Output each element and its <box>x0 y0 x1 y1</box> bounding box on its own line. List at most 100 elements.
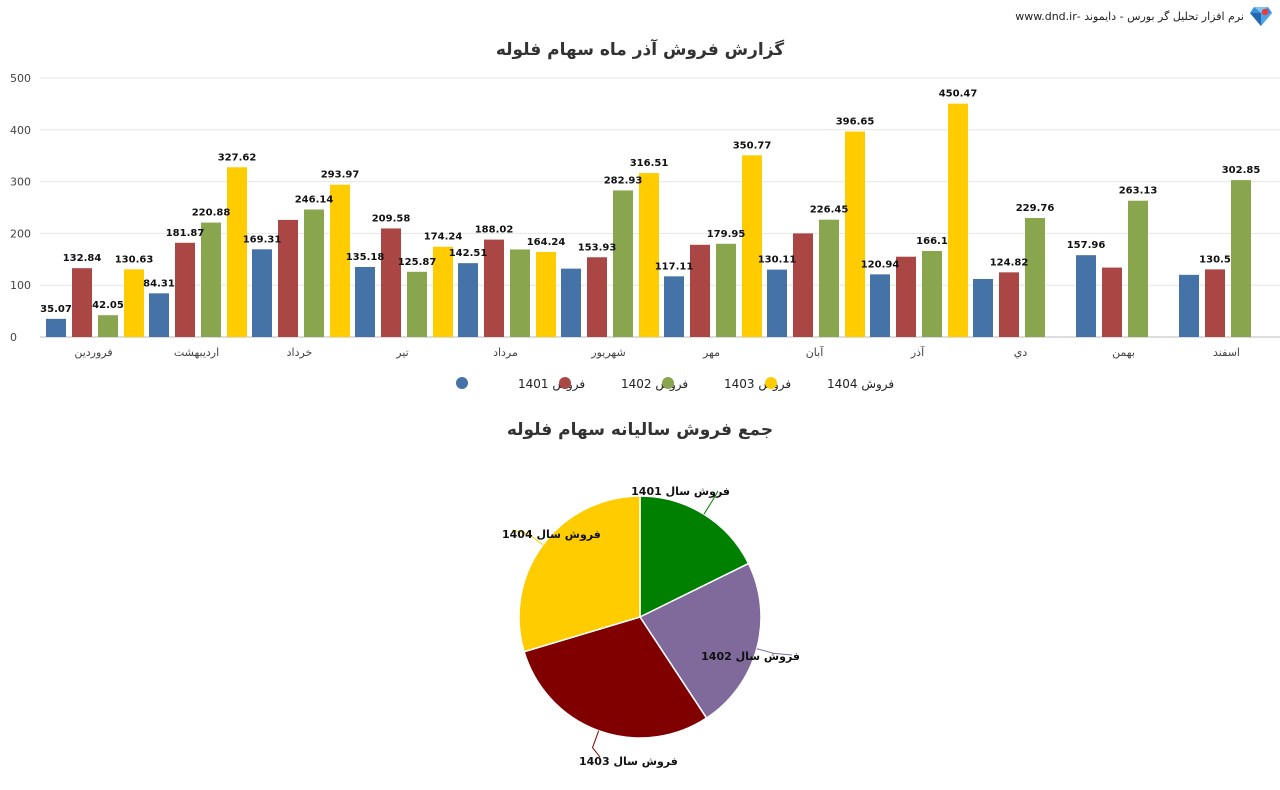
bar <box>124 269 144 337</box>
y-axis: 0 100 200 300 400 500 <box>10 72 31 344</box>
bar <box>278 219 298 337</box>
bar <box>1128 200 1148 337</box>
data-label: 229.76 <box>1016 203 1055 214</box>
bar <box>639 173 659 337</box>
y-tick-label: 200 <box>10 227 31 240</box>
header-text: نرم افزار تحلیل گر بورس - دایموند -www.d… <box>1015 9 1244 23</box>
bar <box>484 239 504 337</box>
bar <box>561 268 581 337</box>
x-axis: فروردین اردیبهشت خرداد تیر مرداد شهریور مهر آبا… <box>74 345 1240 359</box>
pie-slice-label: فروش سال 1404 <box>502 528 601 541</box>
x-tick-label: بهمن <box>1112 346 1135 359</box>
bar <box>72 268 92 337</box>
data-label: 179.95 <box>707 229 746 240</box>
x-tick-label: اسفند <box>1213 346 1240 359</box>
legend-marker <box>765 377 777 389</box>
bar <box>845 131 865 337</box>
bar <box>381 228 401 337</box>
y-tick-label: 100 <box>10 279 31 292</box>
data-label: 157.96 <box>1067 240 1106 251</box>
bar <box>175 242 195 337</box>
pie-labels: فروش سال 1401 فروش سال 1402 فروش سال 1403 ف… <box>502 485 800 768</box>
pie-chart-title: جمع فروش سالیانه سهام فلوله <box>507 420 773 440</box>
bar <box>1102 267 1122 337</box>
data-label: 166.1 <box>916 236 948 247</box>
data-label: 282.93 <box>604 175 643 186</box>
bar <box>201 222 221 337</box>
bar <box>149 293 169 337</box>
pie-slice <box>523 616 708 739</box>
bar <box>46 318 66 337</box>
bar <box>664 276 684 337</box>
bar <box>948 103 968 337</box>
bar <box>742 155 762 337</box>
pie-slice-label: فروش سال 1401 <box>631 485 730 498</box>
bar <box>458 263 478 337</box>
bar <box>819 219 839 337</box>
data-label: 35.07 <box>40 304 72 315</box>
x-tick-label: آذر <box>910 345 925 359</box>
data-label: 263.13 <box>1119 186 1158 197</box>
data-label: 164.24 <box>527 237 566 248</box>
bar <box>793 233 813 337</box>
bar <box>716 243 736 337</box>
bar <box>1231 180 1251 337</box>
bar <box>98 315 118 337</box>
bar <box>999 272 1019 337</box>
data-label: 142.51 <box>449 248 488 259</box>
data-label: 396.65 <box>836 117 875 128</box>
y-tick-label: 500 <box>10 72 31 85</box>
bar <box>1076 255 1096 337</box>
legend-marker <box>662 377 674 389</box>
data-label: 153.93 <box>578 242 617 253</box>
pie-slice <box>518 495 641 653</box>
data-label: 246.14 <box>295 194 334 205</box>
x-tick-label: مرداد <box>493 346 518 359</box>
data-label: 316.51 <box>630 158 669 169</box>
pie-slice-label: فروش سال 1402 <box>701 650 800 663</box>
bar <box>613 190 633 337</box>
bar <box>973 278 993 337</box>
bar-series <box>46 103 1251 337</box>
data-label: 130.5 <box>1199 254 1231 265</box>
data-label: 124.82 <box>990 257 1029 268</box>
y-tick-label: 400 <box>10 124 31 137</box>
bar <box>896 256 916 337</box>
x-tick-label: فروردین <box>74 346 112 359</box>
data-label: 209.58 <box>372 213 411 224</box>
app-header: نرم افزار تحلیل گر بورس - دایموند -www.d… <box>1015 6 1272 26</box>
bar <box>1179 274 1199 337</box>
data-label: 188.02 <box>475 225 514 236</box>
data-label: 226.45 <box>810 205 849 216</box>
pie-slice <box>638 562 762 720</box>
bar <box>510 249 530 337</box>
x-tick-label: اردیبهشت <box>174 346 219 359</box>
x-tick-label: تیر <box>395 346 408 359</box>
data-label: 220.88 <box>192 208 231 219</box>
data-label: 84.31 <box>143 278 175 289</box>
bar <box>536 251 556 337</box>
y-tick-label: 300 <box>10 176 31 189</box>
bar-chart-title: گزارش فروش آذر ماه سهام فلوله <box>496 38 784 60</box>
x-tick-label: خرداد <box>287 346 313 359</box>
bar <box>870 274 890 337</box>
pie-leader-line <box>511 529 544 546</box>
pie-slice <box>639 495 750 619</box>
legend-label: فروش 1404 <box>827 377 894 392</box>
data-label: 327.62 <box>218 152 257 163</box>
x-tick-label: شهریور <box>590 346 625 359</box>
data-labels: 35.07 132.84 42.05 130.63 84.31 181.87 220.88 3… <box>40 89 1260 315</box>
bar <box>767 269 787 337</box>
data-label: 450.47 <box>939 89 978 100</box>
data-label: 302.85 <box>1222 165 1261 176</box>
bar <box>690 244 710 337</box>
data-label: 169.31 <box>243 234 282 245</box>
bar <box>252 249 272 337</box>
data-label: 135.18 <box>346 252 385 263</box>
legend-marker <box>456 377 468 389</box>
data-label: 293.97 <box>321 170 360 181</box>
pie-slices <box>518 495 762 739</box>
pie-slice-label: فروش سال 1403 <box>579 755 678 768</box>
